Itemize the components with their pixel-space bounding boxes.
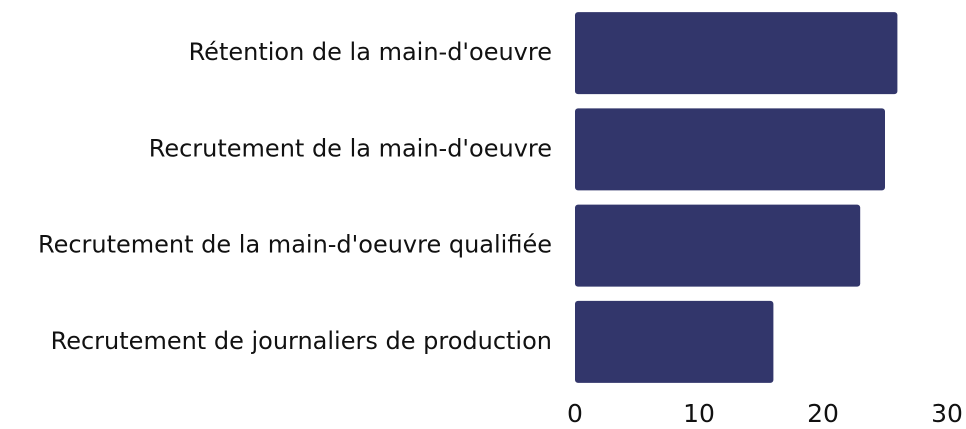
bar: [575, 204, 861, 287]
x-tick-label: 30: [931, 399, 963, 428]
bar: [575, 108, 885, 191]
y-tick-label: Rétention de la main-d'oeuvre: [189, 38, 552, 66]
x-tick-label: 10: [683, 399, 715, 428]
x-tick-label: 0: [567, 399, 583, 428]
bar: [575, 300, 774, 383]
x-tick-label: 20: [807, 399, 839, 428]
y-tick-label: Recrutement de la main-d'oeuvre qualifié…: [38, 231, 552, 259]
y-tick-label: Recrutement de journaliers de production: [51, 327, 552, 355]
y-tick-label: Recrutement de la main-d'oeuvre: [149, 134, 552, 162]
bar: [575, 12, 898, 95]
